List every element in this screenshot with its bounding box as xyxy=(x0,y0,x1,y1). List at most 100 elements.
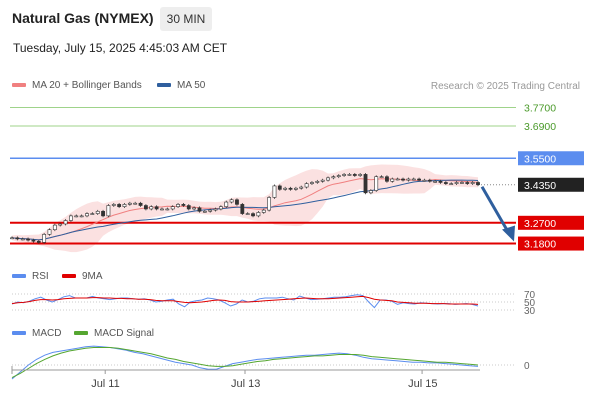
candle-body xyxy=(213,208,218,211)
instrument-title: Natural Gas (NYMEX) xyxy=(12,10,154,26)
candle-body xyxy=(331,176,336,179)
candle-body xyxy=(69,215,73,221)
candle-body xyxy=(192,207,197,210)
level-badge-3.1800 xyxy=(518,236,584,251)
candle-body xyxy=(352,174,357,176)
candle-body xyxy=(385,176,389,182)
rsi-tick-30: 30 xyxy=(524,306,536,317)
candle-body xyxy=(42,234,47,243)
candle-body xyxy=(117,204,122,207)
rsi-line xyxy=(11,294,479,309)
candle-body xyxy=(218,206,223,210)
candle-body xyxy=(26,238,30,241)
candle-body xyxy=(470,182,475,184)
candle-body xyxy=(427,179,432,182)
candle-body xyxy=(315,181,320,183)
candle-body xyxy=(240,204,245,214)
candle-body xyxy=(154,206,159,210)
candle-body xyxy=(261,209,266,213)
level-badge-3.5500 xyxy=(518,151,584,166)
candle-body xyxy=(299,186,304,189)
candle-body xyxy=(277,185,282,190)
x-tick-label: Jul 15 xyxy=(408,378,437,390)
candle-body xyxy=(133,202,138,205)
candle-body xyxy=(15,237,20,240)
candle-body xyxy=(165,208,170,211)
candle-body xyxy=(326,177,330,181)
forecast-arrow-head xyxy=(502,225,515,242)
x-tick-label: Jul 11 xyxy=(91,378,120,390)
macd-swatch xyxy=(12,331,26,336)
candle-body xyxy=(208,209,213,212)
level-label-3.5500: 3.5500 xyxy=(524,153,556,165)
candle-body xyxy=(283,187,288,190)
candle-body xyxy=(90,213,95,215)
macd-signal-line xyxy=(11,347,479,379)
forecast-arrow-shaft xyxy=(480,186,511,235)
candle-body xyxy=(411,178,416,181)
candle-body xyxy=(176,204,180,207)
ma50-label: MA 50 xyxy=(177,80,206,91)
rsi-tick-50: 50 xyxy=(524,298,536,309)
candle-body xyxy=(310,182,314,184)
candle-body xyxy=(79,215,84,218)
candle-body xyxy=(401,178,405,181)
interval-button[interactable]: 30 MIN xyxy=(160,7,212,31)
candle-body xyxy=(395,178,400,181)
candle-body xyxy=(417,178,421,181)
candle-body xyxy=(406,178,411,181)
level-badge-3.7700 xyxy=(518,100,584,115)
x-tick-label: Jul 13 xyxy=(231,378,260,390)
macd-signal-label: MACD Signal xyxy=(94,328,155,339)
level-badge-3.4350 xyxy=(518,177,584,192)
candle-body xyxy=(181,204,186,206)
rsi-legend: RSI xyxy=(12,271,49,282)
macd-line xyxy=(11,345,479,380)
chart-header: Natural Gas (NYMEX) 30 MIN xyxy=(0,0,590,38)
level-label-3.7700: 3.7700 xyxy=(524,103,556,115)
candle-body xyxy=(106,205,111,217)
candle-body xyxy=(170,206,175,210)
candle-body xyxy=(433,181,438,183)
candle-body xyxy=(197,207,202,212)
candle-body xyxy=(476,182,480,186)
candle-body xyxy=(342,174,346,176)
rsi-swatch xyxy=(12,274,26,279)
candle-body xyxy=(138,202,143,206)
rsi-ma-label: 9MA xyxy=(82,271,103,282)
candle-body xyxy=(379,176,384,178)
candle-body xyxy=(58,223,63,226)
rsi-ma-swatch xyxy=(62,274,76,279)
level-label-3.4350: 3.4350 xyxy=(524,180,556,192)
candle-body xyxy=(304,183,309,188)
candle-body xyxy=(95,210,100,214)
candle-body xyxy=(31,239,36,242)
timestamp: Tuesday, July 15, 2025 4:45:03 AM CET xyxy=(13,41,228,55)
candle-body xyxy=(449,183,454,185)
candle-body xyxy=(47,229,52,235)
candle-body xyxy=(235,199,239,205)
ma50-line xyxy=(11,179,479,241)
macd-zero-tick: 0 xyxy=(524,361,530,372)
candle-body xyxy=(368,190,373,194)
candle-body xyxy=(336,175,341,177)
candle-body xyxy=(160,208,164,211)
candle-body xyxy=(374,176,379,191)
candle-body xyxy=(256,212,261,217)
level-badge-3.6900 xyxy=(518,118,584,133)
ma20-label: MA 20 + Bollinger Bands xyxy=(32,80,142,91)
rsi-ma-legend: 9MA xyxy=(62,271,103,282)
candle-body xyxy=(272,185,277,198)
candle-body xyxy=(149,206,154,210)
rsi-ma-line xyxy=(11,295,479,305)
candle-body xyxy=(36,240,41,243)
macd-signal-swatch xyxy=(74,331,88,336)
candle-body xyxy=(74,215,79,218)
candle-body xyxy=(422,179,427,182)
candle-body xyxy=(111,204,116,206)
candle-body xyxy=(52,224,57,231)
candle-body xyxy=(10,237,14,240)
candle-body xyxy=(465,182,470,184)
candle-body xyxy=(101,210,105,217)
